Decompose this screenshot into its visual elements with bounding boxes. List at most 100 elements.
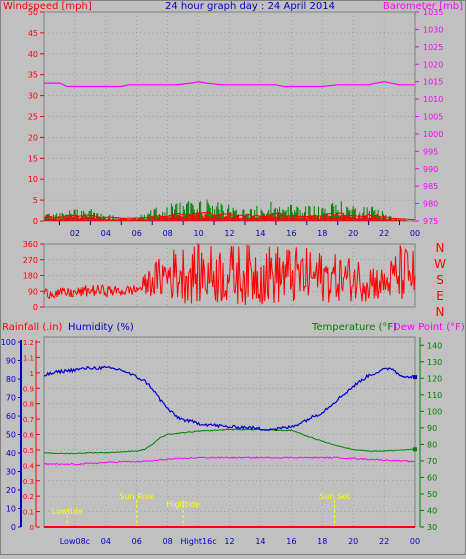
temp-x-tick-label: 22	[379, 537, 389, 546]
barometer-tick-label: 1020	[423, 60, 443, 69]
dewpoint-line	[43, 456, 416, 466]
humidity-tick-label: 50	[6, 431, 16, 440]
wind-x-tick-label: 08	[163, 229, 173, 238]
wind-x-tick-label: 00	[410, 229, 420, 238]
temperature-end-marker	[413, 447, 417, 452]
humidity-tick-label: 80	[6, 375, 16, 384]
wind-x-tick-label: 04	[101, 229, 111, 238]
humidity-tick-label: 70	[6, 394, 16, 403]
direction-tick-label: 90	[28, 287, 38, 296]
wind-x-tick-label: 12	[224, 229, 234, 238]
event-marker-label: Sun Set	[319, 492, 350, 501]
compass-label: W	[434, 257, 446, 271]
wind-tick-label: 35	[28, 71, 38, 80]
temp-x-tick-label: 00	[410, 537, 420, 546]
temperature-tick-label: 30	[427, 523, 437, 532]
wind-direction-trace	[43, 242, 416, 306]
wind-tick-label: 40	[28, 50, 38, 59]
rain-tick-label: 0.6	[23, 432, 35, 440]
wind-x-tick-label: 14	[255, 229, 265, 238]
humidity-tick-label: 20	[6, 486, 16, 495]
wind-average-line	[43, 211, 416, 221]
rain-tick-label: 0.9	[23, 385, 34, 393]
rain-tick-label: 0.5	[23, 447, 34, 455]
direction-tick-label: 180	[23, 272, 38, 281]
wind-x-tick-label: 10	[193, 229, 203, 238]
temp-x-tick-label: 14	[255, 537, 265, 546]
humidity-tick-label: 10	[6, 505, 16, 514]
barometer-tick-label: 1005	[423, 113, 443, 122]
temp-x-tick-label: 08	[163, 537, 173, 546]
dewpoint-axis-label: Dew Point (°F)	[393, 322, 465, 333]
wind-tick-label: 10	[28, 175, 38, 184]
wind-x-tick-label: 02	[70, 229, 80, 238]
rain-tick-label: 1.1	[23, 354, 34, 362]
rain-tick-label: 0.7	[23, 416, 34, 424]
barometer-tick-label: 1030	[423, 25, 443, 34]
compass-label: E	[436, 289, 444, 303]
temp-x-tick-label: 12	[224, 537, 234, 546]
rain-tick-label: 0.3	[23, 478, 34, 486]
temp-x-tick-label: 04	[101, 537, 111, 546]
windspeed-axis-label: Windspeed [mph]	[3, 1, 92, 12]
rain-tick-label: 0.1	[23, 509, 34, 517]
temperature-tick-label: 60	[427, 473, 437, 482]
rain-tick-label: 0.2	[23, 493, 34, 501]
direction-tick-label: 0	[33, 303, 38, 312]
barometer-tick-label: 980	[423, 200, 438, 209]
temp-x-tick-label: 16	[286, 537, 296, 546]
wind-tick-label: 5	[33, 196, 38, 205]
humidity-axis-label: Humidity (%)	[68, 322, 134, 333]
temperature-tick-label: 110	[427, 391, 442, 400]
barometer-tick-label: 995	[423, 147, 438, 156]
barometer-tick-label: 1015	[423, 78, 443, 87]
wind-tick-label: 50	[28, 8, 38, 17]
temperature-tick-label: 40	[427, 506, 437, 515]
temperature-tick-label: 80	[427, 440, 437, 449]
rain-tick-label: 0.8	[23, 401, 34, 409]
direction-tick-label: 270	[23, 256, 38, 265]
temperature-tick-label: 140	[427, 341, 442, 350]
temp-x-tick-label: 06	[132, 537, 142, 546]
temperature-tick-label: 50	[427, 490, 437, 499]
barometer-tick-label: 1010	[423, 95, 443, 104]
event-marker-label: Lowtide	[52, 507, 83, 516]
barometer-tick-label: 985	[423, 182, 438, 191]
humidity-tick-label: 90	[6, 357, 16, 366]
temperature-tick-label: 100	[427, 407, 442, 416]
wind-x-tick-label: 16	[286, 229, 296, 238]
wind-barometer-panel: 0510152025303540455097598098599099510001…	[28, 8, 444, 238]
rain-tick-label: 0	[30, 524, 34, 532]
barometer-axis-label: Barometer [mb]	[383, 1, 463, 12]
wind-x-tick-label: 18	[317, 229, 327, 238]
wind-tick-label: 45	[28, 29, 38, 38]
rain-tick-label: 0.4	[23, 462, 35, 470]
rain-tick-label: 1.2	[23, 339, 34, 347]
rain-tick-label: 1	[30, 370, 34, 378]
compass-label: N	[436, 241, 445, 255]
barometer-tick-label: 1035	[423, 8, 443, 17]
humidity-line	[43, 365, 416, 432]
wind-x-tick-label: 22	[379, 229, 389, 238]
compass-label: S	[436, 273, 444, 287]
wind-tick-label: 20	[28, 133, 38, 142]
temp-x-tick-label: 18	[317, 537, 327, 546]
wind-x-tick-label: 06	[132, 229, 142, 238]
wind-tick-label: 30	[28, 92, 38, 101]
compass-label: N	[436, 305, 445, 319]
wind-tick-label: 15	[28, 154, 38, 163]
rainfall-axis-label: Rainfall (.in)	[2, 322, 63, 333]
humidity-tick-label: 30	[6, 468, 16, 477]
graph-title: 24 hour graph day : 24 April 2014	[165, 1, 335, 12]
wind-x-tick-label: 20	[348, 229, 358, 238]
barometer-tick-label: 1025	[423, 43, 443, 52]
humidity-tick-label: 100	[1, 338, 16, 347]
temperature-line	[43, 428, 416, 455]
direction-tick-label: 360	[23, 240, 38, 249]
temperature-tick-label: 130	[427, 358, 442, 367]
temperature-tick-label: 90	[427, 424, 437, 433]
